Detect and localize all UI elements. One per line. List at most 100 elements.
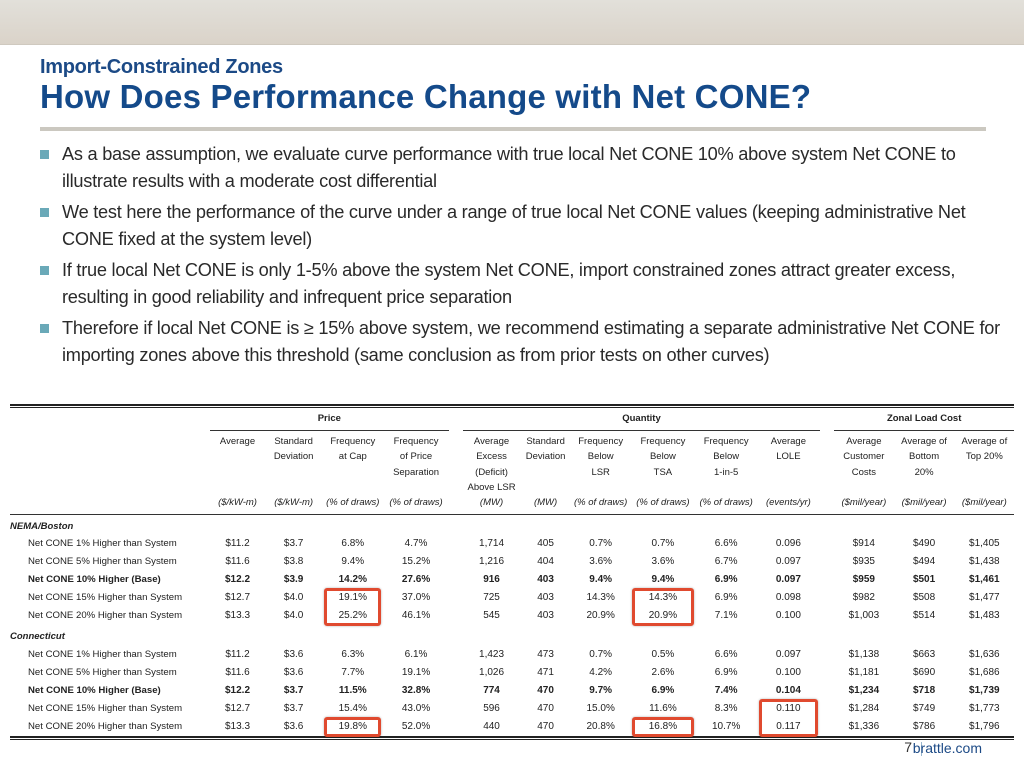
table-cell: $11.2	[225, 537, 250, 549]
table-cell: 15.4%	[338, 703, 367, 715]
table-cell: 9.7%	[589, 684, 613, 696]
table-cell: $11.2	[225, 648, 250, 660]
spacer-cell	[820, 534, 834, 552]
table-cell: 0.097	[775, 648, 801, 660]
column-header-line: Frequency	[330, 435, 376, 447]
blank-cell	[820, 430, 834, 496]
column-header: Frequency Below LSR	[571, 430, 630, 496]
column-header-line: 20%	[914, 466, 934, 478]
table-row: Net CONE 20% Higher than System $13.3 $4.0…	[10, 607, 1014, 625]
bullet-item: We test here the performance of the curv…	[40, 199, 1000, 253]
column-header-line: Average of	[961, 435, 1008, 447]
table-row: Net CONE 15% Higher than System $12.7 $4.0…	[10, 589, 1014, 607]
footer-site: brattle.com	[912, 740, 982, 756]
slide-footer: 7 brattle.com	[0, 739, 1024, 759]
table-cell: 19.1%	[338, 592, 367, 604]
table-cell: 7.4%	[714, 684, 738, 696]
table-cell: 14.2%	[338, 573, 367, 585]
page-number: 7	[904, 739, 912, 755]
highlight-box	[758, 698, 819, 737]
table-cell: $718	[912, 684, 936, 696]
column-header-line: at Cap	[338, 451, 367, 462]
bullet-text: If true local Net CONE is only 1-5% abov…	[62, 260, 956, 307]
row-label: Net CONE 10% Higher (Base)	[28, 684, 161, 696]
column-header: Standard Deviation	[520, 430, 571, 496]
spacer-cell	[449, 663, 463, 681]
table-cell: 20.9%	[586, 610, 615, 622]
table-cell: $11.6	[225, 666, 250, 678]
column-header-row: Average Standard Deviation Frequency at Cap F…	[10, 430, 1014, 496]
column-unit: (% of draws)	[695, 495, 757, 515]
spacer-cell	[820, 645, 834, 663]
table-cell: 43.0%	[401, 703, 431, 715]
column-header: Frequency Below 1-in-5	[696, 430, 757, 496]
table-cell: $12.7	[225, 592, 251, 604]
table-cell: $935	[852, 555, 875, 567]
column-header-line: LOLE	[776, 451, 801, 462]
table-cell: 0.097	[775, 573, 801, 585]
column-header-line: (Deficit)	[475, 466, 508, 478]
table-cell: 6.9%	[651, 684, 675, 696]
table-cell: 6.6%	[714, 648, 738, 660]
table-cell: $3.7	[283, 684, 304, 696]
blank-cell	[10, 495, 210, 515]
table-cell: 46.1%	[401, 610, 431, 622]
column-header-line: Frequency	[393, 435, 439, 447]
highlight-box	[324, 587, 382, 626]
table-cell: $3.7	[283, 703, 304, 715]
table-cell: 8.3%	[714, 703, 738, 715]
bullet-text: We test here the performance of the curv…	[62, 202, 966, 249]
table-cell: 25.2%	[338, 610, 367, 622]
row-label: Net CONE 15% Higher than System	[28, 592, 183, 604]
table-cell: 2.6%	[651, 666, 675, 678]
group-header: Zonal Load Cost	[834, 408, 1014, 431]
table-cell: $13.3	[225, 610, 251, 622]
column-header-line: Deviation	[273, 451, 314, 462]
table-cell: 470	[537, 684, 554, 696]
column-header-line: Average	[219, 435, 256, 447]
table-cell: $3.6	[283, 721, 304, 733]
table-cell: 3.6%	[589, 555, 613, 567]
table-cell: $1,438	[969, 555, 1000, 567]
column-header-line: Excess	[476, 451, 507, 462]
column-header-line: Standard	[274, 435, 313, 447]
table-cell: 596	[483, 703, 500, 715]
table-cell: 3.6%	[651, 555, 675, 567]
table-cell: $690	[912, 666, 936, 678]
table-cell: $514	[912, 610, 936, 622]
table-cell: $12.2	[225, 684, 251, 696]
slide-title: How Does Performance Change with Net CON…	[40, 78, 812, 115]
column-header-line: Below	[713, 451, 740, 462]
spacer-cell	[449, 408, 463, 430]
blank-cell	[449, 430, 463, 496]
spacer-cell	[820, 408, 834, 430]
column-unit: (events/yr)	[756, 495, 821, 515]
row-label: Net CONE 1% Higher than System	[28, 537, 177, 549]
spacer-cell	[820, 589, 834, 607]
table-cell: 545	[483, 610, 500, 622]
spacer-cell	[449, 552, 463, 570]
column-header-line: Average of	[901, 435, 947, 447]
column-unit: (MW)	[462, 495, 521, 515]
column-header-line: TSA	[653, 466, 673, 478]
square-bullet-icon	[40, 324, 49, 333]
column-header-line: Average	[473, 435, 510, 447]
spacer-cell	[449, 570, 463, 588]
column-unit: ($mil/year)	[834, 495, 894, 515]
row-label: Net CONE 20% Higher than System	[28, 721, 183, 733]
column-unit: (% of draws)	[630, 495, 696, 515]
table-cell: $1,739	[969, 684, 1000, 696]
table-cell: $4.0	[283, 592, 304, 604]
table-cell: 774	[483, 684, 500, 696]
table-cell: 0.100	[775, 666, 801, 678]
table-cell: $786	[912, 721, 936, 733]
table-cell: 7.1%	[714, 610, 738, 622]
table-cell: 6.1%	[404, 648, 428, 660]
section-row: Connecticut	[10, 625, 1014, 645]
table-cell: 403	[537, 592, 554, 604]
bullet-item: If true local Net CONE is only 1-5% abov…	[40, 257, 1000, 311]
table-row: Net CONE 10% Higher (Base) $12.2 $3.7 11.5%…	[10, 681, 1014, 699]
spacer-cell	[449, 700, 463, 718]
column-header-line: LSR	[591, 466, 610, 478]
column-header-line: Below	[649, 451, 676, 462]
